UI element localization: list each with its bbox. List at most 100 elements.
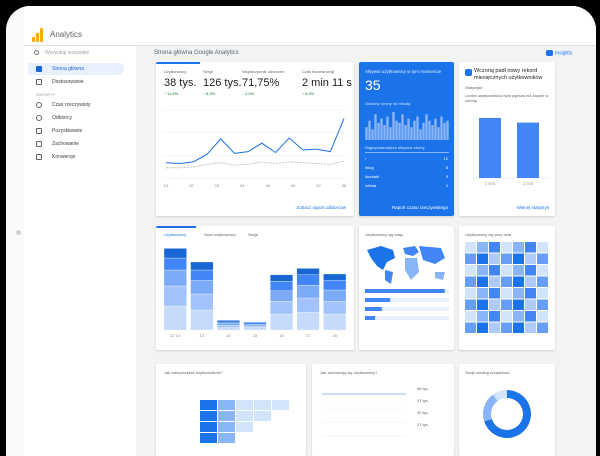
kpi-selected-tab-indicator (156, 62, 200, 64)
stacked-bar-segment (296, 285, 320, 299)
heatmap-cell (465, 276, 476, 287)
x-tick-label: 06 (291, 183, 296, 188)
stacked-bar-segment (190, 293, 214, 311)
realtime-bar (395, 120, 398, 140)
sidebar-item-audience[interactable]: Odbiorcy (28, 112, 124, 124)
kpi-tab-duration[interactable]: Czas trwania sesji (302, 69, 334, 74)
more-insights-link[interactable]: Więcej statystyk (516, 205, 549, 210)
x-tick-label: 01 (164, 183, 169, 188)
users-stacked-card: Użytkownicy Nowi użytkownicy Sesje 12 Cz… (156, 226, 354, 350)
stacked-bar-segment (296, 274, 320, 286)
heatmap-cell (465, 288, 476, 299)
realtime-bar (371, 129, 374, 140)
stacked-bar-segment (163, 257, 187, 271)
heatmap-cell (513, 242, 524, 253)
x-tick-label: 02 (189, 183, 194, 188)
stacked-bar-segment (243, 327, 267, 331)
sidebar-item-home[interactable]: Strona główna (28, 63, 124, 75)
kpi-tab-bounce[interactable]: Współczynnik odrzuceń (242, 69, 284, 74)
insights-icon (546, 50, 553, 56)
heatmap-cell (513, 265, 524, 276)
heatmap-cell (537, 299, 548, 310)
kpi-label: Współczynnik odrzuceń (242, 69, 285, 74)
world-map (367, 246, 445, 284)
heatmap-cell (489, 288, 500, 299)
sidebar-item-behavior[interactable]: Zachowanie (28, 138, 124, 150)
kpi-value: 2 min 11 s (302, 77, 352, 89)
country-bar (365, 316, 376, 320)
kpi-tab-sessions[interactable]: Sesje (203, 69, 213, 74)
insight-meta: Statystyki (465, 85, 483, 90)
stacked-bar-segment (243, 325, 267, 328)
stacked-bar-segment (270, 290, 294, 302)
heatmap-cell (525, 253, 536, 264)
realtime-report-link[interactable]: Raport czasu rzeczywistego (391, 205, 448, 210)
retention-card: Jak zatrzymujesz użytkowników? (156, 364, 306, 456)
stacked-bar-segment (216, 321, 240, 324)
kpi-delta: ↑ 11,5% (164, 91, 179, 96)
realtime-bar (380, 118, 383, 140)
insight-bar-label: 2 375 (523, 181, 534, 186)
cohort-cell (200, 433, 217, 443)
heatmap-cell (501, 276, 512, 287)
stacked-bar-segment (190, 269, 214, 281)
stacked-bar-segment (216, 325, 240, 328)
kpi-tab-users[interactable]: Użytkownicy (164, 69, 186, 74)
sidebar-item-conversions[interactable]: Konwersje (28, 151, 124, 163)
donut-slice (484, 390, 531, 438)
sidebar: Wyszukaj wszystkie Strona główna Dostoso… (24, 46, 136, 456)
cohort-cell (254, 400, 271, 410)
tab-sessions[interactable]: Sesje (248, 232, 259, 237)
heatmap-cell (477, 242, 488, 253)
country-bar-track (365, 298, 449, 302)
heatmap-cell (489, 322, 500, 333)
insight-bar (479, 117, 501, 178)
heatmap-cell (501, 253, 512, 264)
heatmap-cell (513, 311, 524, 322)
country-bar-track (365, 307, 449, 311)
behavior-icon (36, 141, 42, 147)
stacked-bar-segment (216, 323, 240, 326)
realtime-value: 35 (365, 77, 381, 93)
realtime-row-page: / (365, 156, 367, 161)
audience-report-link[interactable]: Zobacz raport odbiorców (296, 205, 346, 210)
geo-card: Użytkownicy wg kraju (359, 226, 454, 350)
heatmap-cell (477, 299, 488, 310)
country-bar-track (365, 316, 449, 320)
stacked-bar-segment (323, 301, 347, 315)
users-series-line (165, 118, 345, 165)
heatmap-cell (489, 276, 500, 287)
heatmap-cell (537, 253, 548, 264)
clock-icon (36, 102, 42, 108)
sidebar-item-realtime[interactable]: Czas rzeczywisty (28, 99, 124, 111)
heatmap-cell (513, 288, 524, 299)
tab-users[interactable]: Użytkownicy (164, 232, 187, 237)
realtime-row-page: /blog (365, 165, 374, 170)
sidebar-item-label: Dostosowanie (52, 79, 84, 85)
sidebar-search[interactable]: Wyszukaj wszystkie (34, 50, 89, 56)
kpi-card: Użytkownicy 38 tys. ↑ 11,5% Sesje 126 ty… (156, 62, 354, 216)
geo-title: Użytkownicy wg kraju (365, 232, 404, 237)
divider (365, 152, 449, 153)
tab-new-users[interactable]: Nowi użytkownicy (204, 232, 236, 237)
time-of-day-heatmap (465, 242, 548, 333)
heatmap-cell (525, 299, 536, 310)
x-tick-label: 12 Cz (170, 333, 180, 338)
sidebar-item-acquisition[interactable]: Pozyskiwanie (28, 125, 124, 137)
sidebar-item-customization[interactable]: Dostosowanie (28, 76, 124, 88)
flag-icon (36, 154, 42, 160)
x-tick-label: 15 (253, 333, 258, 338)
behavior-card: Jak zachowują się użytkownicy? 66 tys. 4… (312, 364, 454, 456)
realtime-bar (407, 118, 410, 140)
acquisition-icon (36, 128, 42, 134)
heatmap-title: Użytkownicy wg pory dnia (465, 232, 512, 237)
stacked-bar-segment (243, 321, 267, 323)
behavior-line-chart (322, 393, 406, 437)
heatmap-cell (477, 276, 488, 287)
insights-button[interactable]: Insights (546, 50, 572, 56)
page-title: Strona główna Google Analytics (154, 50, 239, 56)
country-bar (365, 307, 382, 311)
donut-slice (492, 390, 507, 402)
kpi-label: Czas trwania sesji (302, 69, 335, 74)
stacked-bar-segment (163, 269, 187, 287)
